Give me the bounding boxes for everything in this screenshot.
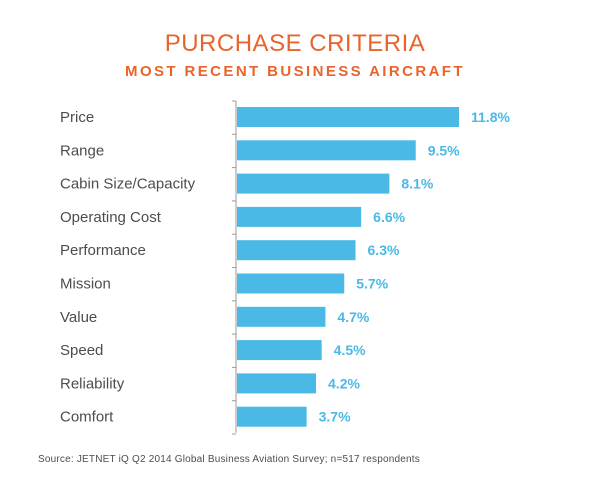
value-label: 5.7% — [356, 276, 388, 292]
category-label: Value — [60, 309, 97, 326]
bar-performance — [237, 240, 356, 261]
value-label: 4.7% — [337, 309, 369, 325]
bar-range — [237, 140, 416, 161]
category-label: Range — [60, 142, 104, 159]
category-label: Price — [60, 109, 94, 126]
value-label: 8.1% — [401, 176, 433, 192]
bar-mission — [237, 273, 345, 294]
value-label: 11.8% — [471, 109, 510, 125]
bar-reliability — [237, 373, 317, 394]
value-label: 4.5% — [334, 342, 366, 358]
value-label: 9.5% — [428, 142, 460, 158]
category-label: Mission — [60, 276, 111, 293]
bar-speed — [237, 340, 322, 361]
bar-comfort — [237, 406, 307, 427]
chart-title: PURCHASE CRITERIA — [164, 30, 426, 57]
category-label: Reliability — [60, 375, 125, 392]
category-label: Operating Cost — [60, 209, 162, 226]
bar-cabin-size-capacity — [237, 173, 390, 194]
chart-subtitle: MOST RECENT BUSINESS AIRCRAFT — [125, 63, 465, 80]
value-label: 3.7% — [319, 409, 351, 425]
category-label: Comfort — [60, 409, 114, 426]
bar-operating-cost — [237, 206, 362, 227]
bar-price — [237, 107, 459, 127]
category-label: Speed — [60, 342, 103, 359]
category-label: Performance — [60, 242, 146, 259]
value-label: 4.2% — [328, 375, 360, 391]
bar-value — [237, 306, 326, 327]
value-label: 6.6% — [373, 209, 405, 225]
category-label: Cabin Size/Capacity — [60, 176, 196, 193]
value-label: 6.3% — [368, 242, 400, 258]
source-note: Source: JETNET iQ Q2 2014 Global Busines… — [38, 454, 420, 465]
